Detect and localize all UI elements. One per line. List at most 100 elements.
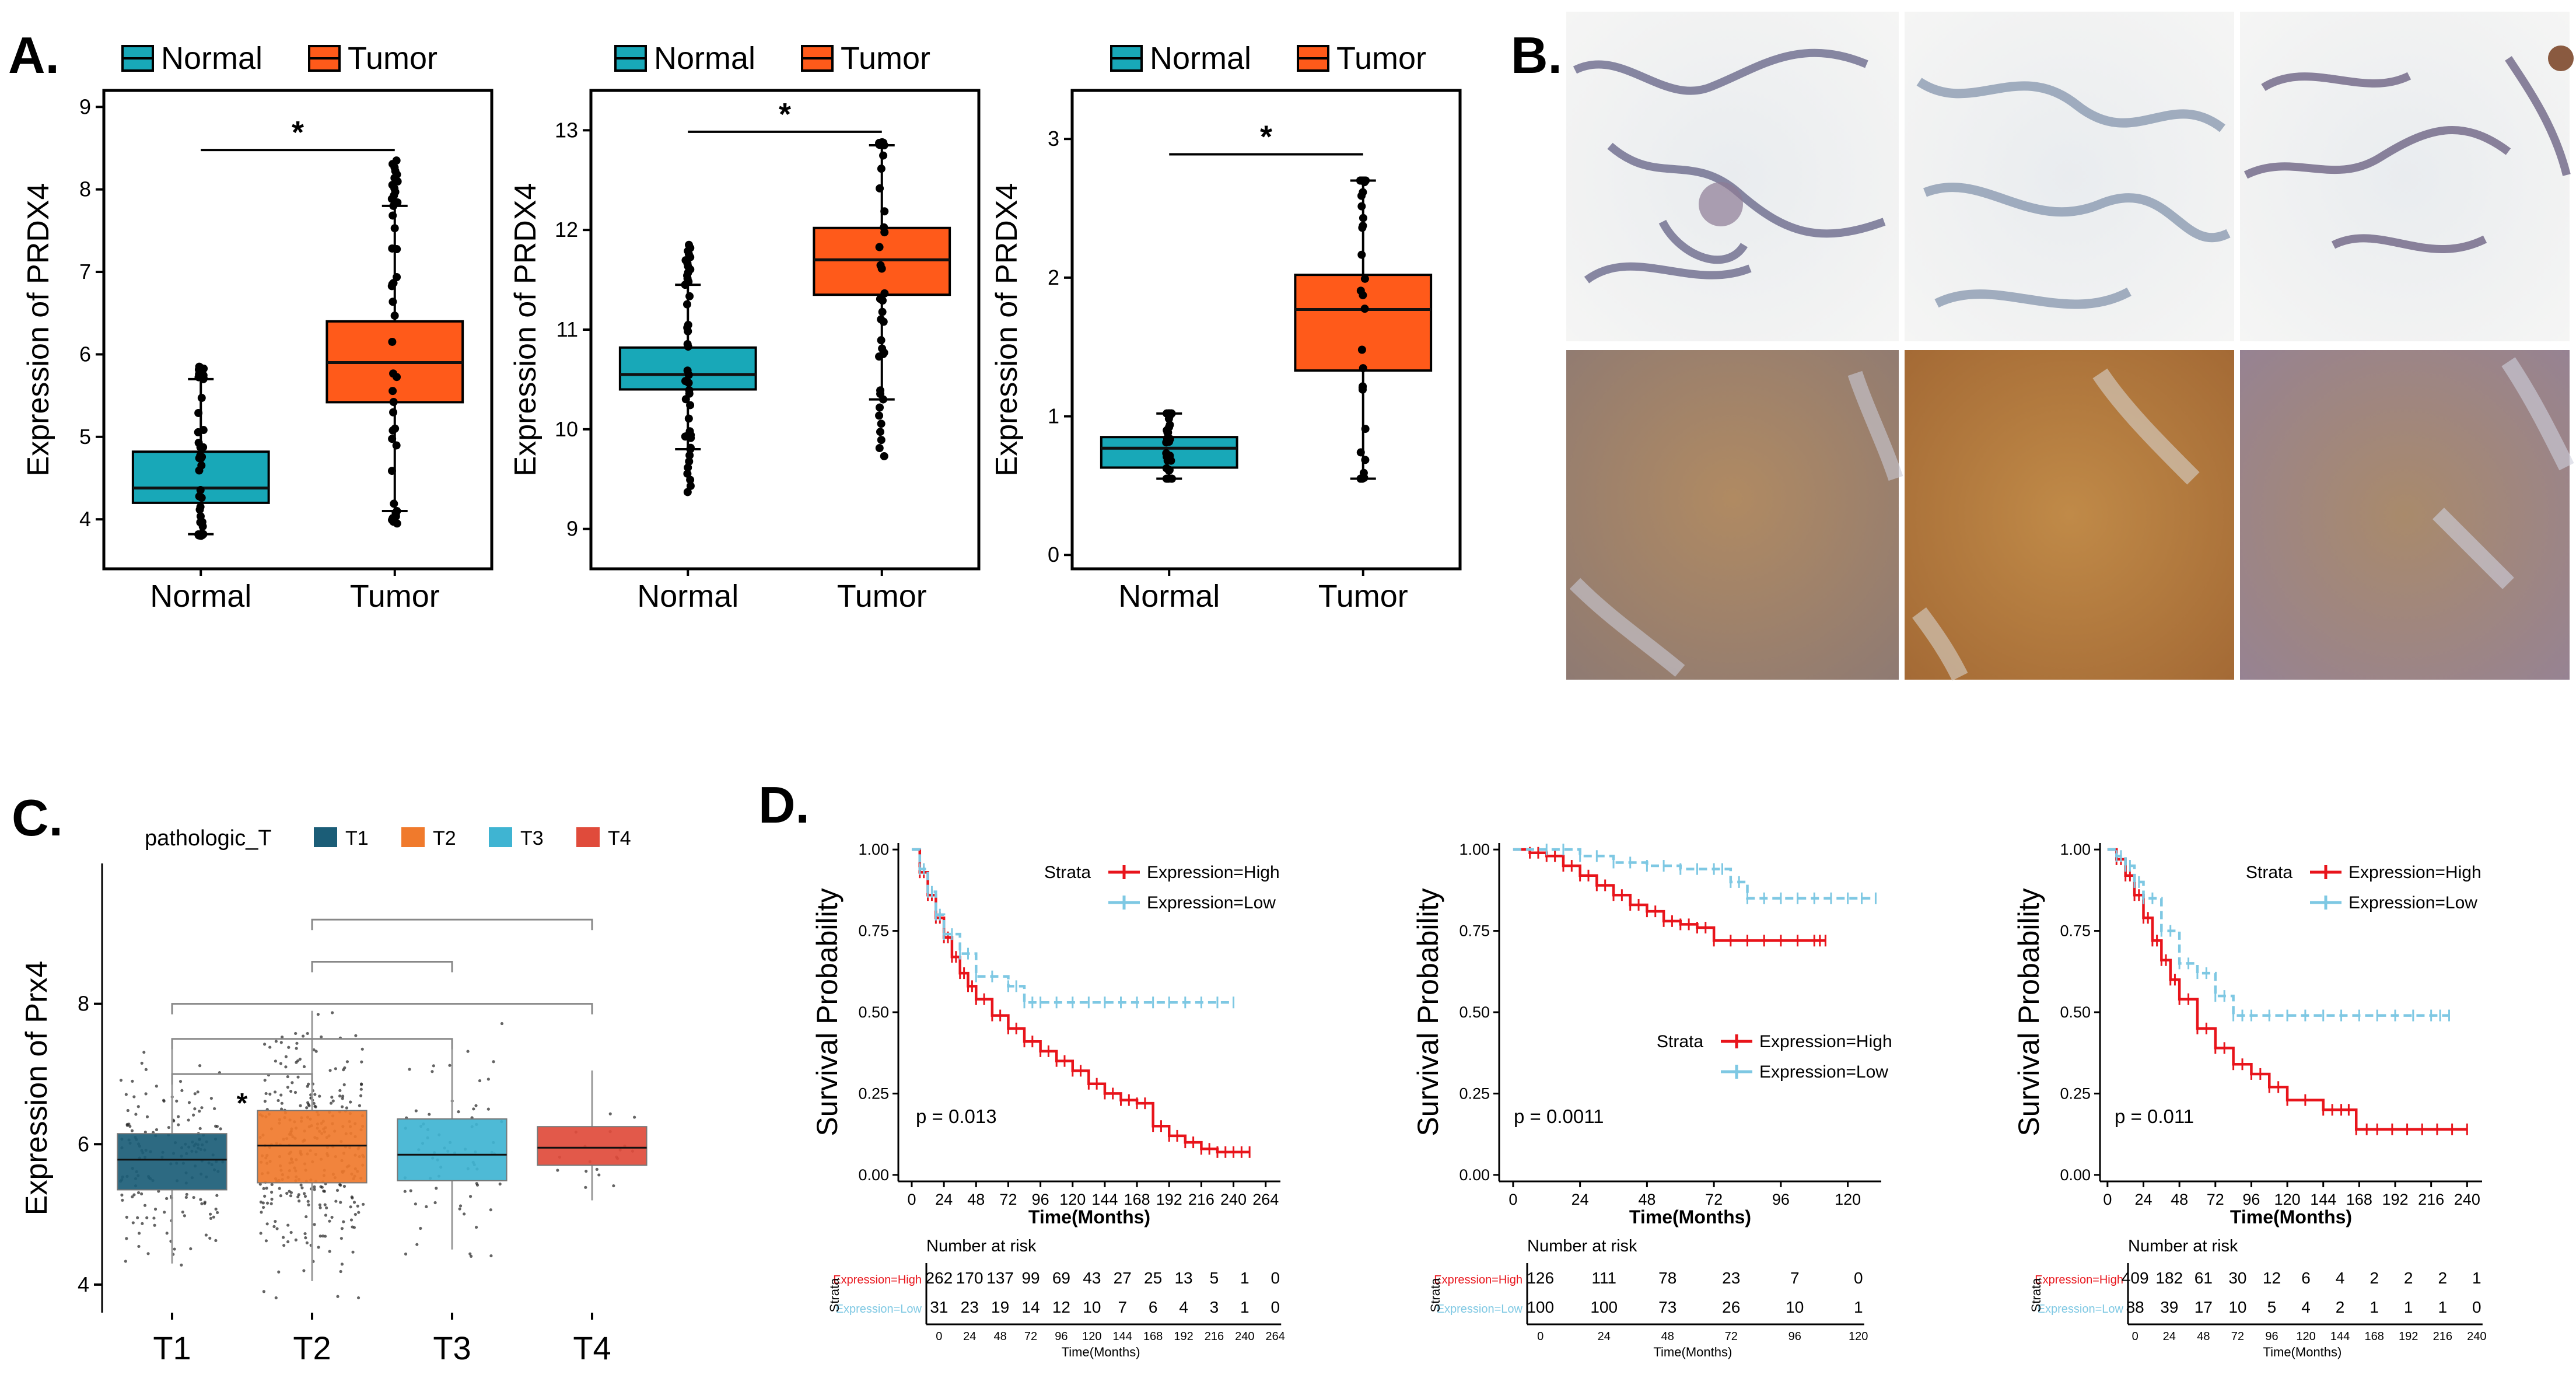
outlier-point [1165, 438, 1174, 446]
jitter-point [584, 1169, 588, 1173]
outlier-point [389, 408, 398, 417]
jitter-point [345, 1060, 349, 1064]
legend: pathologic_T T1 T2 T3 T4 [145, 826, 631, 851]
risk-x-tick-label: 192 [2399, 1330, 2418, 1343]
risk-value: 7 [1118, 1298, 1127, 1316]
jitter-point [259, 1200, 262, 1204]
risk-value: 0 [1270, 1269, 1280, 1287]
km-curve-low [1513, 848, 1876, 900]
outlier-point [875, 444, 884, 453]
jitter-point [258, 1183, 262, 1186]
jitter-point [126, 1108, 130, 1113]
jitter-point [487, 1107, 490, 1111]
jitter-point [323, 1203, 327, 1206]
jitter-point [137, 1232, 141, 1235]
jitter-point [153, 1208, 158, 1211]
jitter-point [463, 1212, 466, 1216]
comparison-bracket [171, 1003, 593, 1015]
y-tick-label: 6 [79, 342, 91, 366]
jitter-point [193, 1092, 197, 1096]
legend-label: Expression=High [2348, 863, 2482, 882]
jitter-point [320, 1185, 324, 1189]
y-tick-label: 4 [79, 507, 91, 531]
risk-value: 1 [2438, 1298, 2447, 1316]
jitter-point [177, 1115, 180, 1118]
jitter-point [281, 1035, 284, 1039]
jitter-point [165, 1197, 169, 1200]
jitter-point [318, 1234, 322, 1238]
jitter-point [339, 1201, 342, 1204]
jitter-point [475, 1183, 480, 1187]
jitter-point [459, 1204, 463, 1208]
jitter-point [136, 1216, 139, 1219]
jitter-point [268, 1045, 272, 1049]
y-axis-label: Survival Probability [2013, 888, 2045, 1136]
ihc-tumor-image-1 [1566, 350, 1903, 680]
jitter-point [298, 1057, 302, 1061]
outlier-point [684, 414, 693, 423]
outlier-point [876, 295, 884, 303]
legend-title: Strata [1657, 1032, 1703, 1051]
y-tick-label: 12 [555, 218, 578, 242]
risk-value: 1 [2370, 1298, 2379, 1316]
outlier-point [875, 243, 884, 251]
jitter-point [323, 1234, 327, 1238]
jitter-point [262, 1187, 265, 1190]
jitter-point [414, 1202, 417, 1206]
outlier-point [196, 443, 205, 452]
risk-value: 10 [1786, 1298, 1804, 1316]
jitter-point [214, 1239, 218, 1243]
y-axis-label: Expression of PRDX4 [990, 183, 1024, 477]
jitter-point [183, 1214, 186, 1218]
jitter-point [334, 1199, 338, 1203]
jitter-point [432, 1064, 435, 1068]
outlier-point [1164, 466, 1173, 475]
jitter-point [608, 1112, 612, 1115]
legend-label: Normal [654, 41, 755, 76]
legend: Strata Expression=High Expression=Low [1044, 863, 1280, 912]
jitter-point [289, 1194, 293, 1198]
risk-value: 73 [1658, 1298, 1676, 1316]
plot-frame [589, 89, 981, 571]
jitter-point [349, 1100, 352, 1104]
x-tick-label: 192 [2382, 1191, 2408, 1208]
jitter-point [198, 1064, 202, 1068]
jitter-point [320, 1035, 323, 1038]
risk-value: 5 [2267, 1298, 2277, 1316]
y-tick-label: 3 [1048, 127, 1059, 151]
jitter-point [340, 1227, 344, 1230]
risk-value: 14 [1021, 1298, 1040, 1316]
outlier-point [686, 401, 695, 410]
x-tick-label: 0 [2103, 1191, 2112, 1208]
x-tick-label: 0 [1508, 1191, 1517, 1208]
y-tick-label: 0.25 [1459, 1085, 1490, 1102]
jitter-point [318, 1094, 321, 1098]
jitter-point [415, 1243, 419, 1246]
jitter-point [219, 1127, 222, 1131]
outlier-point [683, 340, 692, 348]
jitter-point [146, 1252, 150, 1255]
jitter-point [343, 1066, 346, 1069]
jitter-point [359, 1087, 363, 1091]
jitter-point [145, 1216, 149, 1219]
jitter-point [336, 1295, 340, 1298]
signif-label: * [292, 115, 304, 150]
jitter-point [339, 1269, 342, 1274]
jitter-point [181, 1210, 184, 1214]
outlier-point [1358, 385, 1367, 394]
outlier-point [390, 499, 398, 508]
jitter-point [340, 1237, 343, 1240]
jitter-point [349, 1218, 354, 1222]
risk-value: 23 [1722, 1269, 1740, 1287]
jitter-point [325, 1206, 328, 1210]
jitter-point [339, 1183, 342, 1187]
jitter-point [302, 1269, 306, 1272]
outlier-point [199, 426, 208, 435]
jitter-point [361, 1202, 365, 1206]
legend-label: T3 [520, 827, 544, 849]
outlier-point [195, 362, 204, 371]
comparison-bracket [171, 1038, 453, 1050]
jitter-point [414, 1109, 418, 1113]
x-tick-label: T3 [433, 1330, 471, 1366]
risk-row-label: Expression=High [833, 1274, 922, 1286]
